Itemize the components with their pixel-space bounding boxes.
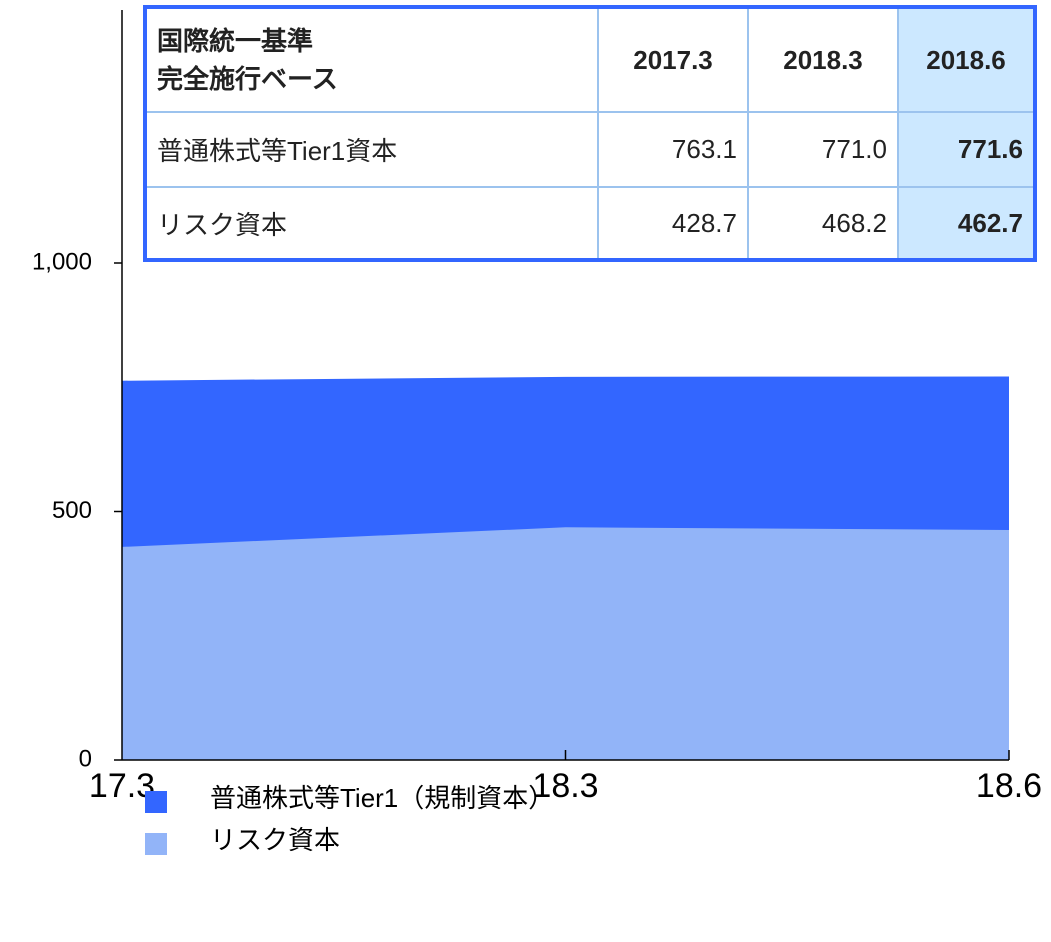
header-line: 完全施行ベース <box>157 64 338 94</box>
legend-swatch <box>145 833 167 855</box>
x-tick-label: 18.3 <box>532 767 598 805</box>
cell: 428.7 <box>597 186 749 261</box>
x-tick-label: 18.6 <box>976 767 1042 805</box>
header-title: 国際統一基準 完全施行ベース <box>144 6 599 113</box>
legend-label: リスク資本 <box>210 825 340 855</box>
area <box>122 527 1009 760</box>
y-tick-label: 0 <box>79 745 92 772</box>
column-header: 2017.3 <box>597 6 749 113</box>
cell: 771.6 <box>897 111 1036 188</box>
header-line: 国際統一基準 <box>157 26 314 56</box>
y-tick-label: 500 <box>52 497 92 524</box>
legend-label: 普通株式等Tier1（規制資本） <box>210 783 554 813</box>
legend-swatch <box>145 791 167 813</box>
cell: 468.2 <box>747 186 899 261</box>
column-header: 2018.6 <box>897 6 1036 113</box>
column-header: 2018.3 <box>747 6 899 113</box>
row-label: リスク資本 <box>144 186 599 261</box>
row-label: 普通株式等Tier1資本 <box>144 111 599 188</box>
cell: 771.0 <box>747 111 899 188</box>
data-table: 国際統一基準 完全施行ベース 2017.3 2018.3 2018.6 普通株式等… <box>143 5 1037 262</box>
y-tick-label: 1,000 <box>32 248 92 275</box>
cell: 763.1 <box>597 111 749 188</box>
x-tick-label: 17.3 <box>89 767 155 805</box>
cell: 462.7 <box>897 186 1036 261</box>
